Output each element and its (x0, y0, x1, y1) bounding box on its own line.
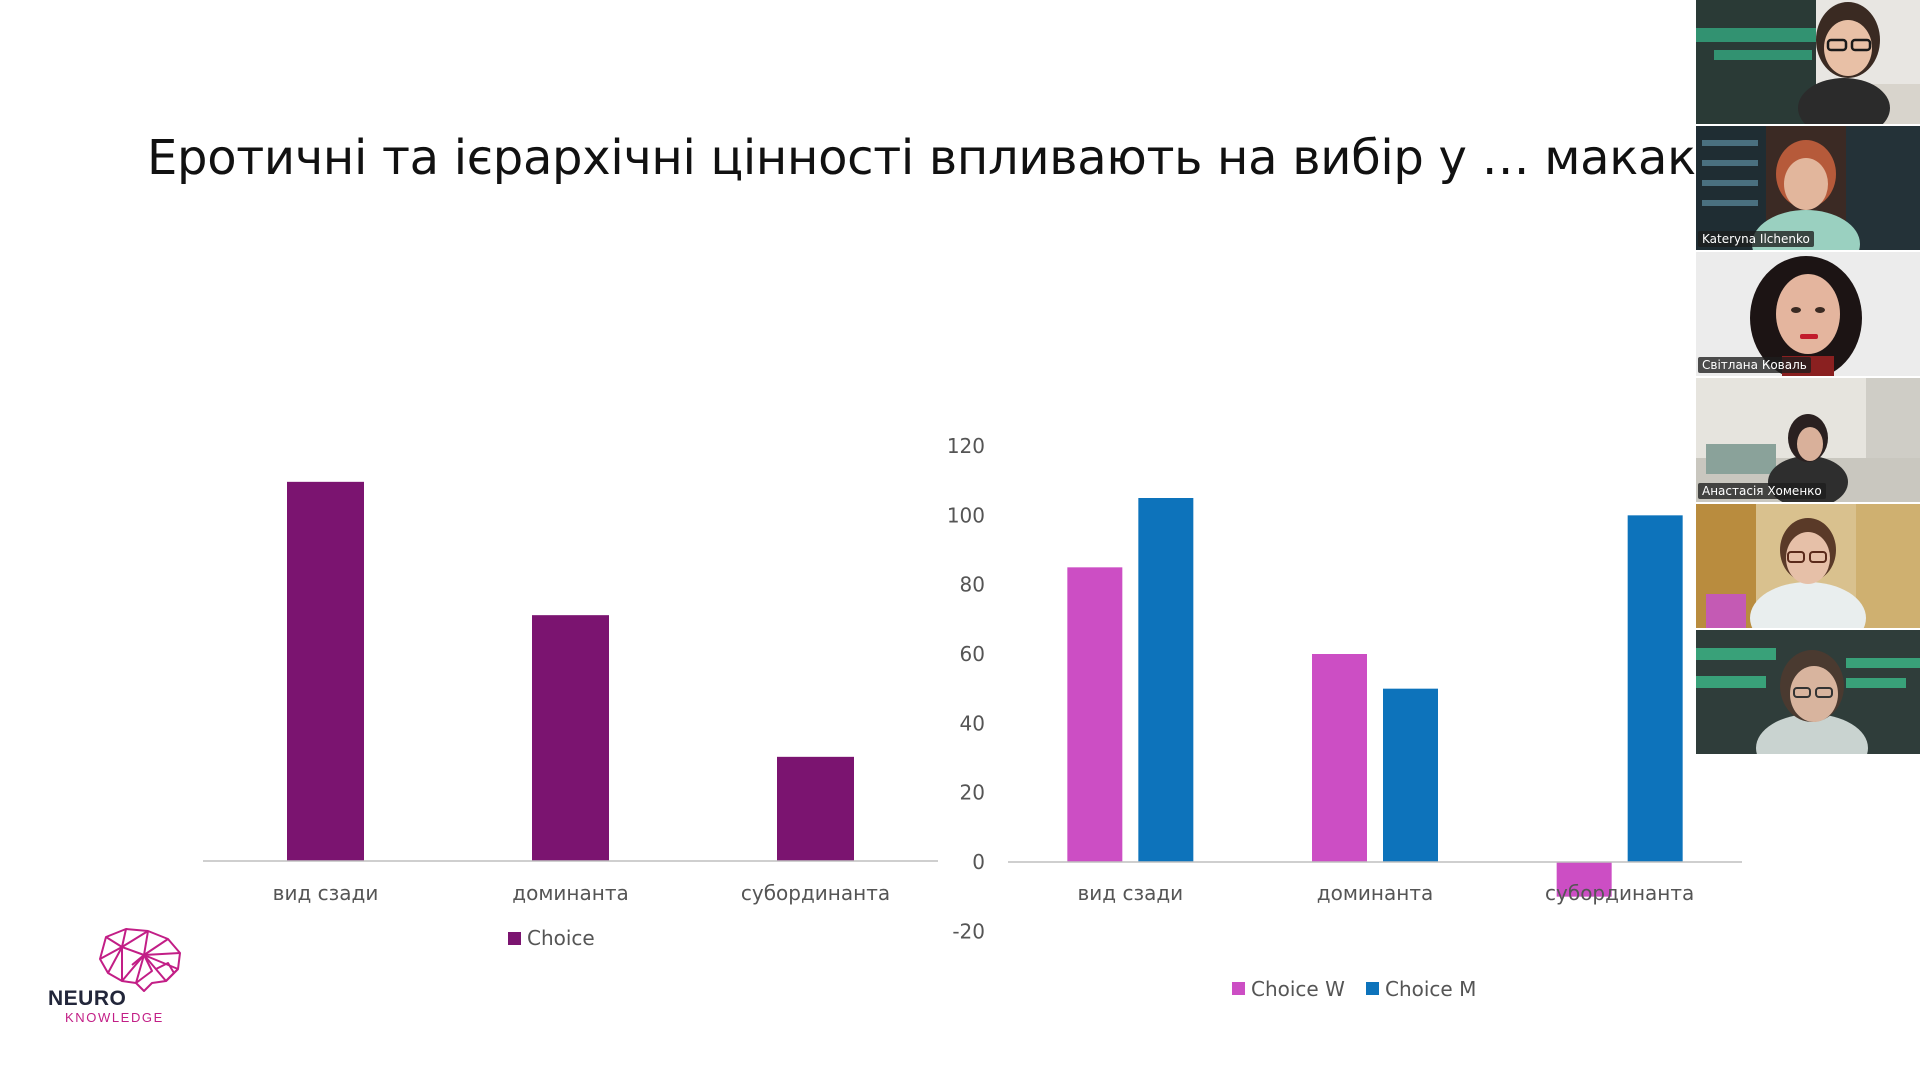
x-tick-label: вид сзади (273, 881, 379, 905)
legend-label-choice: Choice (527, 926, 595, 950)
x-tick-label: доминанта (512, 881, 628, 905)
bar-choice-m (1627, 515, 1683, 862)
video-feed-icon (1696, 0, 1920, 124)
x-tick-label: вид сзади (1077, 881, 1183, 905)
bar-choice (777, 756, 854, 861)
participant-name-tag: Kateryna Ilchenko (1698, 231, 1814, 247)
neuro-knowledge-logo: NEURO KNOWLEDGE (48, 925, 198, 1030)
video-feed-icon (1696, 504, 1920, 628)
y-tick-label: 40 (960, 711, 985, 735)
legend-swatch-choice (508, 932, 521, 945)
bar-choice (287, 481, 364, 861)
participant-tile-4[interactable]: Анастасія Хоменко (1696, 378, 1920, 504)
slide-title: Еротичні та ієрархічні цінності впливают… (147, 130, 1696, 186)
bar-choice-m (1383, 688, 1438, 862)
y-tick-label: 100 (947, 503, 985, 527)
chart-left: вид сзади доминанта субординанта Choice (203, 481, 938, 950)
y-tick-label: 60 (960, 642, 985, 666)
legend-label-choice-m: Choice M (1385, 977, 1476, 1001)
video-feed-icon (1696, 252, 1920, 376)
bar-choice-w (1312, 654, 1367, 862)
y-tick-label: 120 (947, 434, 985, 458)
bar-choice (532, 615, 609, 861)
x-tick-label: субординанта (741, 881, 890, 905)
bar-choice-m (1138, 498, 1194, 862)
y-tick-label: 20 (960, 781, 985, 805)
logo-text-neuro: NEURO (48, 987, 127, 1010)
participant-tile-3[interactable]: Світлана Коваль (1696, 252, 1920, 378)
participant-tile-2[interactable]: Kateryna Ilchenko (1696, 126, 1920, 252)
legend-label-choice-w: Choice W (1251, 977, 1345, 1001)
participant-name-tag: Анастасія Хоменко (1698, 483, 1826, 499)
logo-text-knowledge: KNOWLEDGE (65, 1010, 164, 1025)
video-feed-icon (1696, 126, 1920, 250)
chart-right: 120 100 80 60 40 20 0 -20 вид сзади доминанта субо… (947, 434, 1742, 1001)
participant-tile-6[interactable] (1696, 630, 1920, 756)
x-tick-label: субординанта (1545, 881, 1694, 905)
legend-swatch-choice-w (1232, 982, 1245, 995)
bar-choice-w (1556, 862, 1612, 897)
video-feed-icon (1696, 630, 1920, 754)
x-tick-label: доминанта (1317, 881, 1433, 905)
video-gallery: Kateryna Ilchenko Світлана Коваль Анаста… (1696, 0, 1920, 756)
participant-name-tag: Світлана Коваль (1698, 357, 1811, 373)
bar-choice-w (1067, 567, 1123, 862)
participant-tile-1[interactable] (1696, 0, 1920, 126)
y-tick-label: -20 (952, 919, 985, 943)
participant-tile-5[interactable] (1696, 504, 1920, 630)
brain-network-icon (99, 928, 181, 992)
legend-swatch-choice-m (1366, 982, 1379, 995)
y-tick-label: 80 (960, 573, 985, 597)
y-tick-label: 0 (972, 850, 985, 874)
